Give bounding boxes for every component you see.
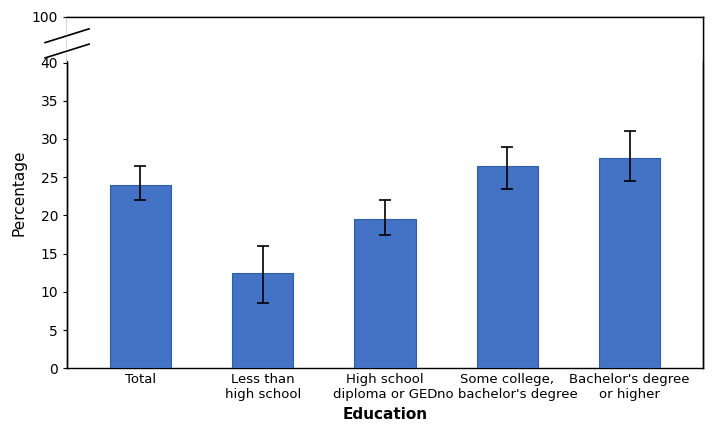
Bar [599, 158, 660, 368]
X-axis label: Education: Education [343, 407, 428, 422]
Bar [110, 185, 171, 368]
Bar [477, 166, 538, 368]
Bar [354, 219, 416, 368]
Bar [67, 16, 703, 60]
Bar [232, 273, 293, 368]
Y-axis label: Percentage: Percentage [11, 149, 26, 236]
